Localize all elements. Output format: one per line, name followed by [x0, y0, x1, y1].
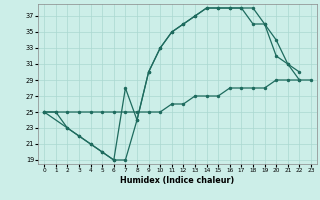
X-axis label: Humidex (Indice chaleur): Humidex (Indice chaleur)	[120, 176, 235, 185]
